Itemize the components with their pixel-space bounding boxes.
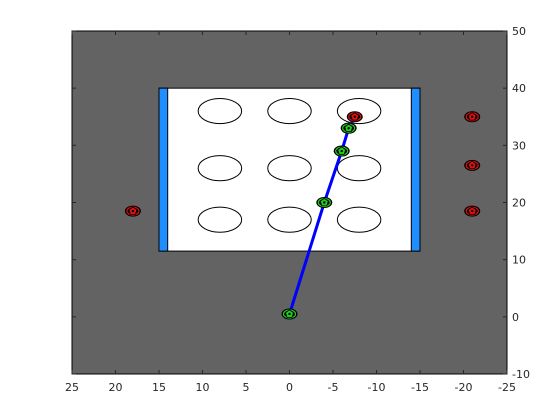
- board-layer: [158, 87, 421, 252]
- hole-5: [267, 155, 312, 182]
- obstacle-marker-4: [464, 159, 481, 171]
- x-tick-label-10: -20: [455, 381, 473, 394]
- waypoint-marker-3: [333, 145, 350, 157]
- hole-9: [336, 206, 382, 233]
- waypoint-marker-4: [340, 122, 357, 134]
- goal-bar-2: [410, 87, 421, 252]
- y-tick-label-5: 30: [512, 139, 526, 152]
- y-tick-label-1: -10: [512, 368, 530, 381]
- waypoint-marker-4-center: [347, 126, 350, 130]
- hole-7: [197, 206, 243, 233]
- hole-6: [336, 155, 382, 182]
- obstacle-marker-4-center: [471, 164, 474, 167]
- y-tick-label-6: 40: [512, 82, 526, 95]
- obstacle-marker-1-center: [131, 209, 135, 213]
- y-tick-label-2: 0: [512, 311, 519, 324]
- x-tick-label-7: -5: [328, 381, 339, 394]
- y-tick-label-7: 50: [512, 25, 526, 38]
- waypoint-marker-1: [281, 308, 298, 320]
- x-tick-label-9: -15: [411, 381, 429, 394]
- x-tick-label-4: 10: [196, 381, 210, 394]
- waypoint-marker-1-center: [288, 312, 291, 316]
- goal-bar-1: [158, 87, 169, 252]
- hole-4: [197, 155, 243, 182]
- waypoint-marker-2: [316, 197, 333, 208]
- x-tick-label-3: 15: [152, 381, 166, 394]
- hole-8: [267, 206, 312, 233]
- y-tick-label-3: 10: [512, 254, 526, 267]
- x-tick-label-2: 20: [109, 381, 123, 394]
- x-tick-label-8: -10: [368, 381, 386, 394]
- waypoint-marker-2-center: [323, 201, 326, 204]
- x-tick-label-5: 5: [243, 381, 250, 394]
- obstacle-marker-2-center: [353, 115, 356, 118]
- obstacle-marker-3-center: [471, 115, 474, 118]
- y-tick-label-4: 20: [512, 197, 526, 210]
- obstacle-marker-2: [346, 111, 363, 123]
- obstacle-marker-5: [464, 205, 481, 217]
- waypoint-marker-3-center: [340, 149, 343, 153]
- x-tick-label-6: 0: [286, 381, 293, 394]
- hole-1: [197, 97, 243, 125]
- obstacle-marker-1: [124, 205, 141, 217]
- hole-2: [267, 97, 312, 125]
- x-tick-label-11: -25: [498, 381, 516, 394]
- obstacle-marker-3: [464, 111, 481, 123]
- x-tick-label-1: 25: [65, 381, 79, 394]
- marker-layer: [124, 111, 481, 320]
- obstacle-marker-5-center: [471, 209, 474, 213]
